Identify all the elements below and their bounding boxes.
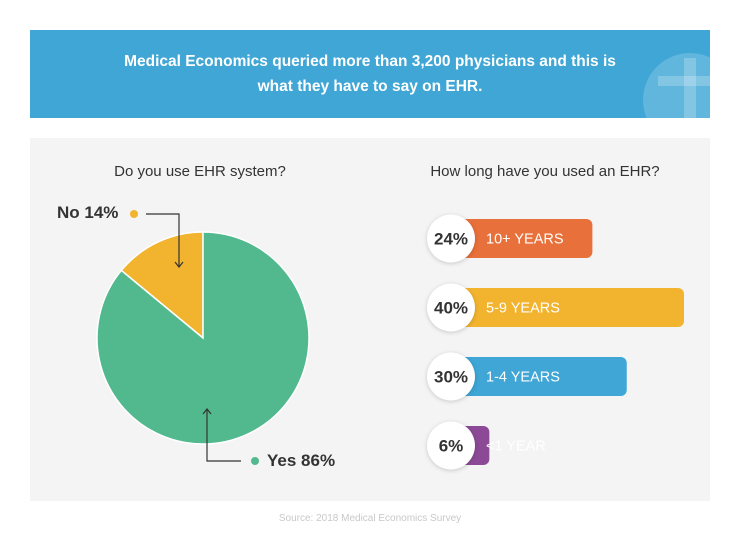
arrow-up-icon — [202, 408, 212, 415]
medical-cross-icon — [643, 53, 710, 118]
bar-category-label: <1 YEAR — [486, 439, 546, 455]
leader-line-yes — [206, 409, 241, 462]
source-note: Source: 2018 Medical Economics Survey — [278, 513, 462, 524]
value-badge — [427, 214, 475, 263]
arrow-down-icon — [174, 261, 184, 268]
bar-value-label: 6% — [439, 437, 464, 456]
bar-value-label: 24% — [434, 230, 468, 249]
header-banner: Medical Economics queried more than 3,20… — [30, 30, 710, 118]
value-badge — [427, 421, 475, 470]
pie-label-no: No 14% — [57, 203, 119, 222]
bar-chart-title: How long have you used an EHR? — [430, 163, 660, 180]
bar-category-label: 5-9 YEARS — [486, 301, 560, 317]
pie-slice-no — [120, 231, 204, 340]
value-badge — [427, 283, 475, 332]
bar-value-label: 30% — [434, 368, 468, 387]
legend-dot-no — [130, 210, 138, 218]
banner-text: Medical Economics queried more than 3,20… — [124, 53, 616, 95]
legend-dot-yes — [251, 457, 259, 465]
bar — [455, 357, 627, 396]
pie-chart-title: Do you use EHR system? — [114, 163, 286, 180]
pie-label-yes: Yes 86% — [267, 451, 336, 470]
bar — [455, 288, 684, 327]
bar-category-label: 10+ YEARS — [486, 232, 564, 248]
pie-slice-yes — [96, 231, 310, 445]
value-badge — [427, 352, 475, 401]
bar-category-label: 1-4 YEARS — [486, 370, 560, 386]
bar-value-label: 40% — [434, 299, 468, 318]
leader-line-no — [146, 213, 180, 267]
bar — [455, 219, 593, 258]
